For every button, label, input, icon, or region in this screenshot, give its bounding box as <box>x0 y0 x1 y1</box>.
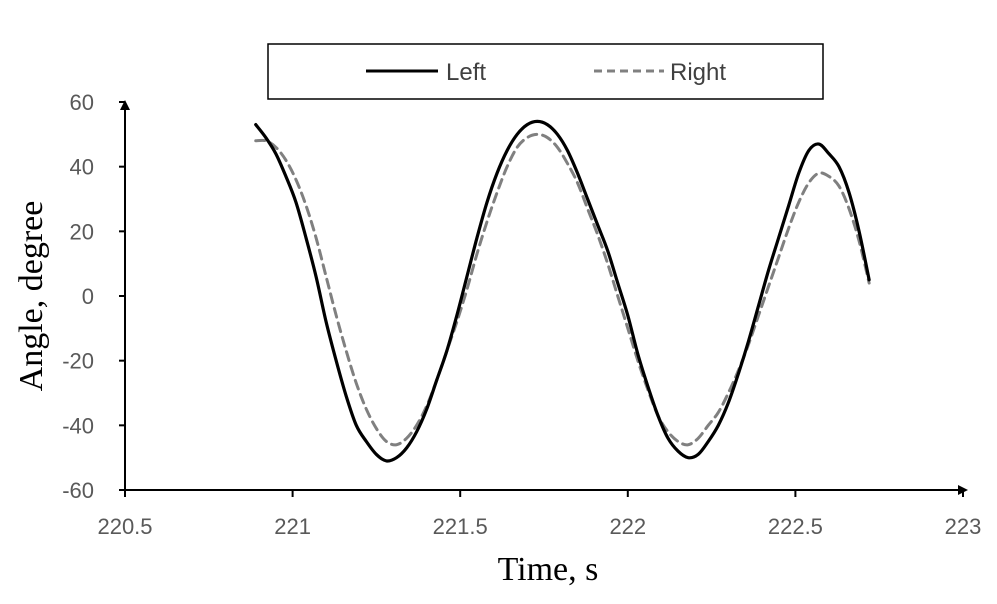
series-layer <box>254 119 871 463</box>
x-tick-label: 221 <box>274 514 311 539</box>
y-tick-label: 0 <box>82 284 94 309</box>
y-tick-label: -40 <box>62 413 94 438</box>
y-tick-label: -20 <box>62 349 94 374</box>
y-tick-label: 40 <box>70 155 94 180</box>
legend-label-left: Left <box>446 59 486 86</box>
x-tick-label: 220.5 <box>97 514 152 539</box>
x-axis-title: Time, s <box>498 551 599 588</box>
legend-label-right: Right <box>670 59 726 86</box>
x-tick-label: 222.5 <box>768 514 823 539</box>
legend: Left Right <box>267 43 824 100</box>
legend-box <box>267 43 824 100</box>
x-tick-label: 221.5 <box>433 514 488 539</box>
x-tick-label: 222 <box>609 514 646 539</box>
x-tick-label: 223 <box>945 514 982 539</box>
y-axis-ticks: 60 40 20 0 -20 -40 -60 <box>62 90 125 503</box>
series-line-right <box>254 132 871 447</box>
y-tick-label: 60 <box>70 90 94 115</box>
series-line-left <box>254 119 871 463</box>
y-axis-title: Angle, degree <box>13 201 50 392</box>
y-tick-label: -60 <box>62 478 94 503</box>
y-tick-label: 20 <box>70 219 94 244</box>
x-axis-ticks: 220.5 221 221.5 222 222.5 223 <box>97 490 981 539</box>
